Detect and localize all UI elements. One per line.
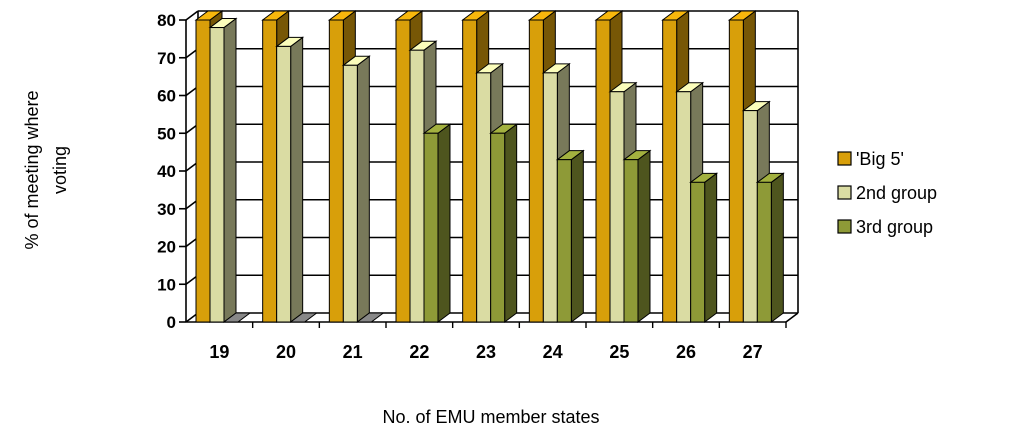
y-axis-title-line-1: % of meeting where [22,90,42,249]
bar-front [690,181,706,323]
bar-zero [222,312,252,323]
bar-front [490,132,506,323]
y-tick-label: 60 [157,87,176,106]
y-tick-label: 10 [157,275,176,294]
bar-front [262,19,278,323]
bar-front [276,45,292,323]
floor-right-edge [785,312,799,323]
y-axis-title-line-2: voting [50,146,70,194]
bar-front [756,181,772,323]
bar-front [462,19,478,323]
bar [355,312,385,323]
bar-front [476,72,492,323]
bar-side [290,36,304,323]
bar-front [662,19,678,323]
bar [208,17,238,323]
bar-front [528,19,544,323]
y-tick-label: 50 [157,124,176,143]
legend: 'Big 5' 2nd group 3rd group [837,149,937,237]
legend-item: 3rd group [837,217,933,237]
legend-label: 2nd group [856,183,937,203]
bar-side [770,172,784,323]
bars [194,10,785,323]
bar [555,149,585,323]
legend-swatch [837,185,852,200]
bar-zero [289,312,319,323]
y-tick-label: 30 [157,200,176,219]
bar-front [195,19,211,323]
bar [222,312,252,323]
legend-item: 2nd group [837,183,937,203]
bar [622,149,652,323]
bar-side [504,123,518,323]
bar [489,123,519,323]
bar-side [437,123,451,323]
bar-front [742,110,758,323]
bar-front [328,19,344,323]
bar-front [423,132,439,323]
bar-front [342,64,358,323]
x-axis-ticks: 19 20 21 22 23 24 25 26 27 [209,342,762,362]
y-tick-label: 80 [157,11,176,30]
y-tick-label: 20 [157,238,176,257]
bar-front [542,72,558,323]
legend-swatch [837,151,852,166]
bar [275,36,305,323]
bar-front [623,159,639,323]
bar-front [595,19,611,323]
bar [289,312,319,323]
x-tick-label: 25 [609,342,629,362]
bar-front [209,27,225,323]
bar-side [704,172,718,323]
legend-item: 'Big 5' [837,149,904,169]
legend-label: 'Big 5' [856,149,904,169]
x-tick-label: 22 [409,342,429,362]
x-tick-label: 20 [276,342,296,362]
bar-front [676,91,692,323]
x-tick-label: 21 [343,342,363,362]
bar [689,172,719,323]
bar-side [223,17,237,323]
bar-side [637,149,651,323]
y-axis-ticks: 0 10 20 30 40 50 60 70 80 [157,11,176,332]
bar-zero [355,312,385,323]
x-axis-title: No. of EMU member states [382,407,599,427]
legend-label: 3rd group [856,217,933,237]
bar [341,55,371,323]
x-tick-label: 24 [543,342,563,362]
bar [422,123,452,323]
bar-front [409,49,425,323]
bar-front [556,159,572,323]
x-tick-label: 19 [209,342,229,362]
x-tick-label: 27 [743,342,763,362]
bar-side [570,149,584,323]
x-tick-label: 23 [476,342,496,362]
bar-side [356,55,370,323]
bar-front [395,19,411,323]
bar-front [609,91,625,323]
bar-front [728,19,744,323]
y-tick-label: 40 [157,162,176,181]
y-tick-label: 0 [167,313,176,332]
x-tick-label: 26 [676,342,696,362]
bar [755,172,785,323]
gridline-side [185,10,199,21]
y-tick-label: 70 [157,49,176,68]
legend-swatch [837,219,852,234]
